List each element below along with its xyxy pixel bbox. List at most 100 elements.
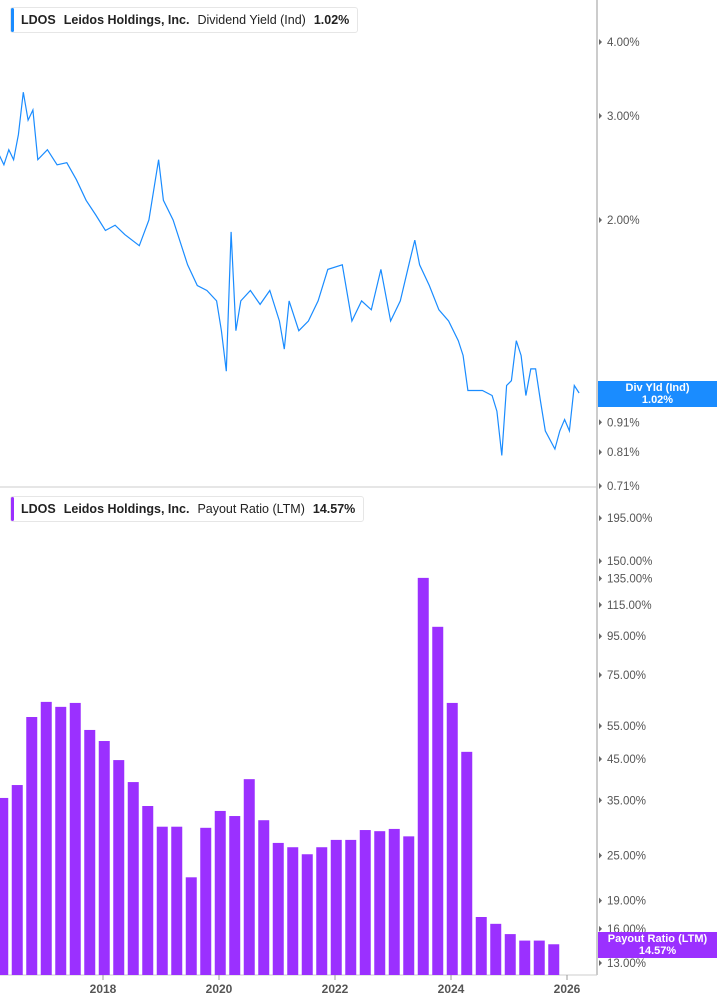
y-tick-mark <box>599 39 602 46</box>
y-tick-label: 2.00% <box>607 215 640 227</box>
x-tick-label: 2020 <box>206 982 233 996</box>
legend-color-bar <box>11 497 14 521</box>
payout-bar <box>127 782 139 975</box>
legend-metric: Dividend Yield (Ind) <box>197 13 306 27</box>
y-tick-label: 19.00% <box>607 896 646 908</box>
y-tick-label: 0.81% <box>607 447 640 459</box>
y-tick-mark <box>599 575 602 582</box>
payout-bar <box>272 842 284 975</box>
y-tick-mark <box>599 515 602 522</box>
y-tick-mark <box>599 419 602 426</box>
legend-ticker: LDOS <box>21 13 56 27</box>
current-yield-flag: Div Yld (Ind) 1.02% <box>598 381 717 407</box>
x-tick-label: 2024 <box>438 982 465 996</box>
legend-color-bar <box>11 8 14 32</box>
y-tick-mark <box>599 112 602 119</box>
current-payout-flag: Payout Ratio (LTM) 14.57% <box>598 932 717 958</box>
y-tick-label: 115.00% <box>607 600 652 612</box>
payout-bar <box>432 626 444 975</box>
payout-bar <box>200 827 212 975</box>
payout-bar <box>475 917 487 975</box>
payout-bar <box>287 847 299 975</box>
y-tick-mark <box>599 797 602 804</box>
payout-bar <box>446 702 458 975</box>
x-tick-label: 2022 <box>322 982 349 996</box>
y-tick-mark <box>599 852 602 859</box>
y-tick-label: 4.00% <box>607 37 640 49</box>
y-tick-mark <box>599 449 602 456</box>
payout-bar <box>171 826 183 975</box>
payout-bar <box>374 831 386 975</box>
payout-bar <box>26 717 38 975</box>
flag-label: Div Yld (Ind) <box>625 382 690 394</box>
y-tick-label: 3.00% <box>607 111 640 123</box>
y-tick-mark <box>599 723 602 730</box>
payout-bar <box>0 797 9 975</box>
y-tick-mark <box>599 925 602 932</box>
legend-value: 1.02% <box>313 13 350 27</box>
flag-label: Payout Ratio (LTM) <box>607 933 708 945</box>
y-tick-mark <box>599 483 602 489</box>
legend-metric: Payout Ratio (LTM) <box>197 502 305 516</box>
payout-bar <box>185 877 197 975</box>
y-tick-label: 45.00% <box>607 754 646 766</box>
payout-bar <box>519 940 531 975</box>
x-tick-label: 2026 <box>554 982 581 996</box>
payout-bar <box>55 706 67 975</box>
y-tick-mark <box>599 897 602 904</box>
payout-bar <box>229 816 241 975</box>
y-tick-label: 95.00% <box>607 631 646 643</box>
dividend-yield-line <box>0 92 580 456</box>
y-tick-label: 135.00% <box>607 573 652 585</box>
y-tick-mark <box>599 672 602 679</box>
y-tick-label: 0.71% <box>607 481 640 493</box>
payout-bar <box>316 847 328 975</box>
payout-bar <box>388 828 400 975</box>
payout-bar <box>40 701 52 975</box>
top-legend: LDOS Leidos Holdings, Inc. Dividend Yiel… <box>10 7 359 33</box>
payout-bar <box>113 760 125 975</box>
payout-bar <box>533 940 545 975</box>
legend-company: Leidos Holdings, Inc. <box>63 13 190 27</box>
payout-bar <box>301 854 313 975</box>
payout-bar <box>403 836 415 975</box>
y-tick-label: 195.00% <box>607 513 652 525</box>
payout-bar <box>490 923 502 975</box>
payout-bar <box>156 826 168 975</box>
flag-value: 14.57% <box>638 945 677 957</box>
payout-bar <box>11 785 23 975</box>
y-tick-mark <box>599 633 602 640</box>
y-tick-mark <box>599 755 602 762</box>
y-tick-label: 150.00% <box>607 556 652 568</box>
payout-bar <box>214 810 226 975</box>
payout-bar <box>330 839 342 975</box>
payout-bar <box>98 741 110 975</box>
payout-bar <box>345 839 357 975</box>
payout-bar <box>504 934 516 975</box>
y-tick-mark <box>599 960 602 966</box>
y-tick-mark <box>599 217 602 224</box>
payout-bar <box>359 830 371 975</box>
x-tick-label: 2018 <box>90 982 117 996</box>
payout-bar <box>142 806 154 975</box>
y-tick-label: 25.00% <box>607 851 646 863</box>
y-tick-label: 0.91% <box>607 417 640 429</box>
flag-value: 1.02% <box>641 394 674 406</box>
payout-bar <box>417 577 429 975</box>
legend-value: 14.57% <box>312 502 356 516</box>
y-tick-mark <box>599 601 602 608</box>
legend-ticker: LDOS <box>21 502 56 516</box>
payout-bar <box>548 944 560 975</box>
y-tick-label: 35.00% <box>607 795 646 807</box>
legend-company: Leidos Holdings, Inc. <box>63 502 190 516</box>
payout-bar <box>258 820 270 975</box>
y-tick-mark <box>599 558 602 565</box>
payout-bar <box>69 702 81 975</box>
y-tick-label: 13.00% <box>607 958 646 970</box>
y-tick-label: 55.00% <box>607 721 646 733</box>
y-tick-label: 75.00% <box>607 670 646 682</box>
payout-bar <box>243 779 255 975</box>
payout-bar <box>461 751 473 975</box>
bottom-legend: LDOS Leidos Holdings, Inc. Payout Ratio … <box>10 496 365 522</box>
